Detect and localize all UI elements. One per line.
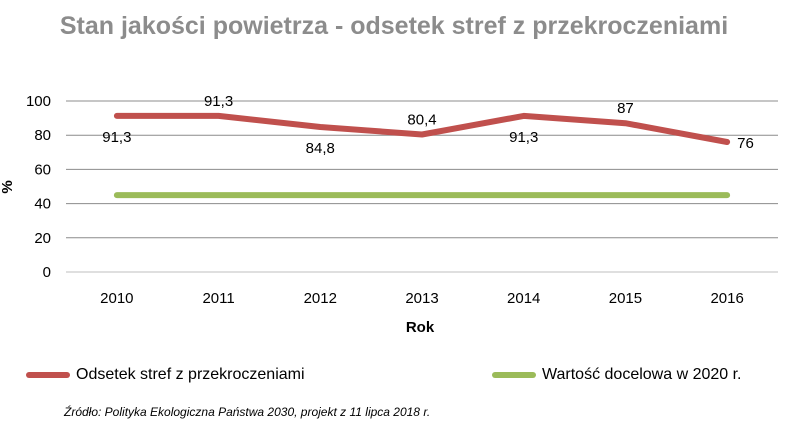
data-label: 76 [737, 135, 754, 152]
series-line-exceedance [113, 112, 731, 145]
legend-label-target: Wartość docelowa w 2020 r. [542, 366, 742, 383]
y-tick-label: 80 [34, 127, 51, 144]
chart-title: Stan jakości powietrza - odsetek stref z… [59, 12, 729, 40]
x-axis-ticks: 2010 2011 2012 2013 2014 2015 2016 [100, 290, 744, 307]
x-axis-title: Rok [406, 319, 435, 336]
x-tick-label: 2010 [100, 290, 133, 307]
legend-swatch-target [492, 372, 536, 378]
legend-item-exceedance: Odsetek stref z przekroczeniami [26, 364, 305, 386]
x-tick-label: 2014 [507, 290, 540, 307]
legend-swatch-exceedance [26, 372, 70, 378]
data-labels: 91,3 91,3 84,8 80,4 91,3 87 76 [102, 93, 754, 157]
x-tick-label: 2016 [710, 290, 743, 307]
y-axis-title: % [0, 180, 16, 193]
y-tick-label: 60 [34, 161, 51, 178]
data-label: 80,4 [407, 112, 436, 129]
y-tick-label: 40 [34, 196, 51, 213]
data-label: 91,3 [509, 129, 538, 146]
y-tick-label: 0 [43, 264, 51, 281]
y-tick-label: 20 [34, 230, 51, 247]
gridlines [66, 100, 778, 273]
data-label: 91,3 [102, 129, 131, 146]
series-layer [113, 112, 731, 199]
legend-item-target: Wartość docelowa w 2020 r. [492, 364, 742, 386]
y-axis-ticks: 0 20 40 60 80 100 [26, 93, 51, 281]
source-note: Źródło: Polityka Ekologiczna Państwa 203… [64, 405, 431, 419]
x-tick-label: 2012 [304, 290, 337, 307]
x-tick-label: 2013 [405, 290, 438, 307]
data-label: 91,3 [204, 93, 233, 110]
x-tick-label: 2015 [609, 290, 642, 307]
x-tick-label: 2011 [202, 290, 234, 307]
y-tick-label: 100 [26, 93, 51, 110]
data-label: 84,8 [306, 140, 335, 157]
data-label: 87 [617, 100, 634, 117]
legend-label-exceedance: Odsetek stref z przekroczeniami [76, 366, 305, 383]
